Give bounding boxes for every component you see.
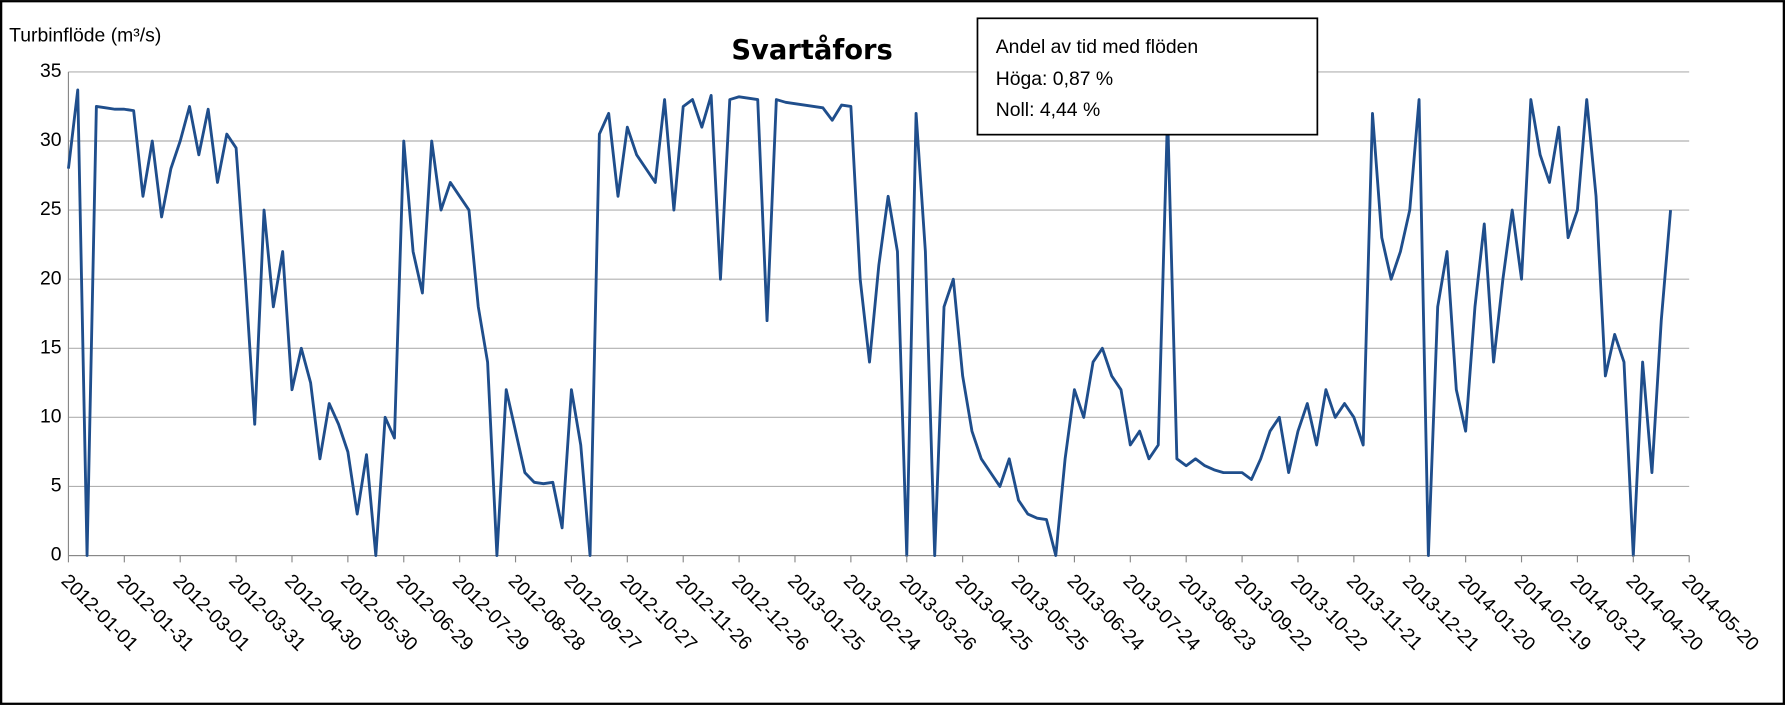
y-tick-label: 30	[40, 129, 62, 151]
chart-title: Svartåfors	[731, 34, 893, 66]
annotation-box	[976, 17, 1319, 136]
annotation-line: Höga: 0,87 %	[996, 68, 1113, 90]
y-tick-label: 15	[40, 336, 62, 358]
annotation-line: Andel av tid med flöden	[996, 36, 1199, 58]
y-tick-label: 35	[40, 60, 62, 82]
annotation-line: Noll: 4,44 %	[996, 99, 1100, 121]
y-tick-label: 5	[51, 475, 62, 497]
y-tick-label: 25	[40, 198, 62, 220]
y-tick-label: 0	[51, 544, 62, 566]
y-axis-label: Turbinflöde (m³/s)	[9, 25, 161, 47]
y-tick-label: 10	[40, 405, 62, 427]
y-tick-label: 20	[40, 267, 62, 289]
data-line	[67, 88, 1672, 557]
